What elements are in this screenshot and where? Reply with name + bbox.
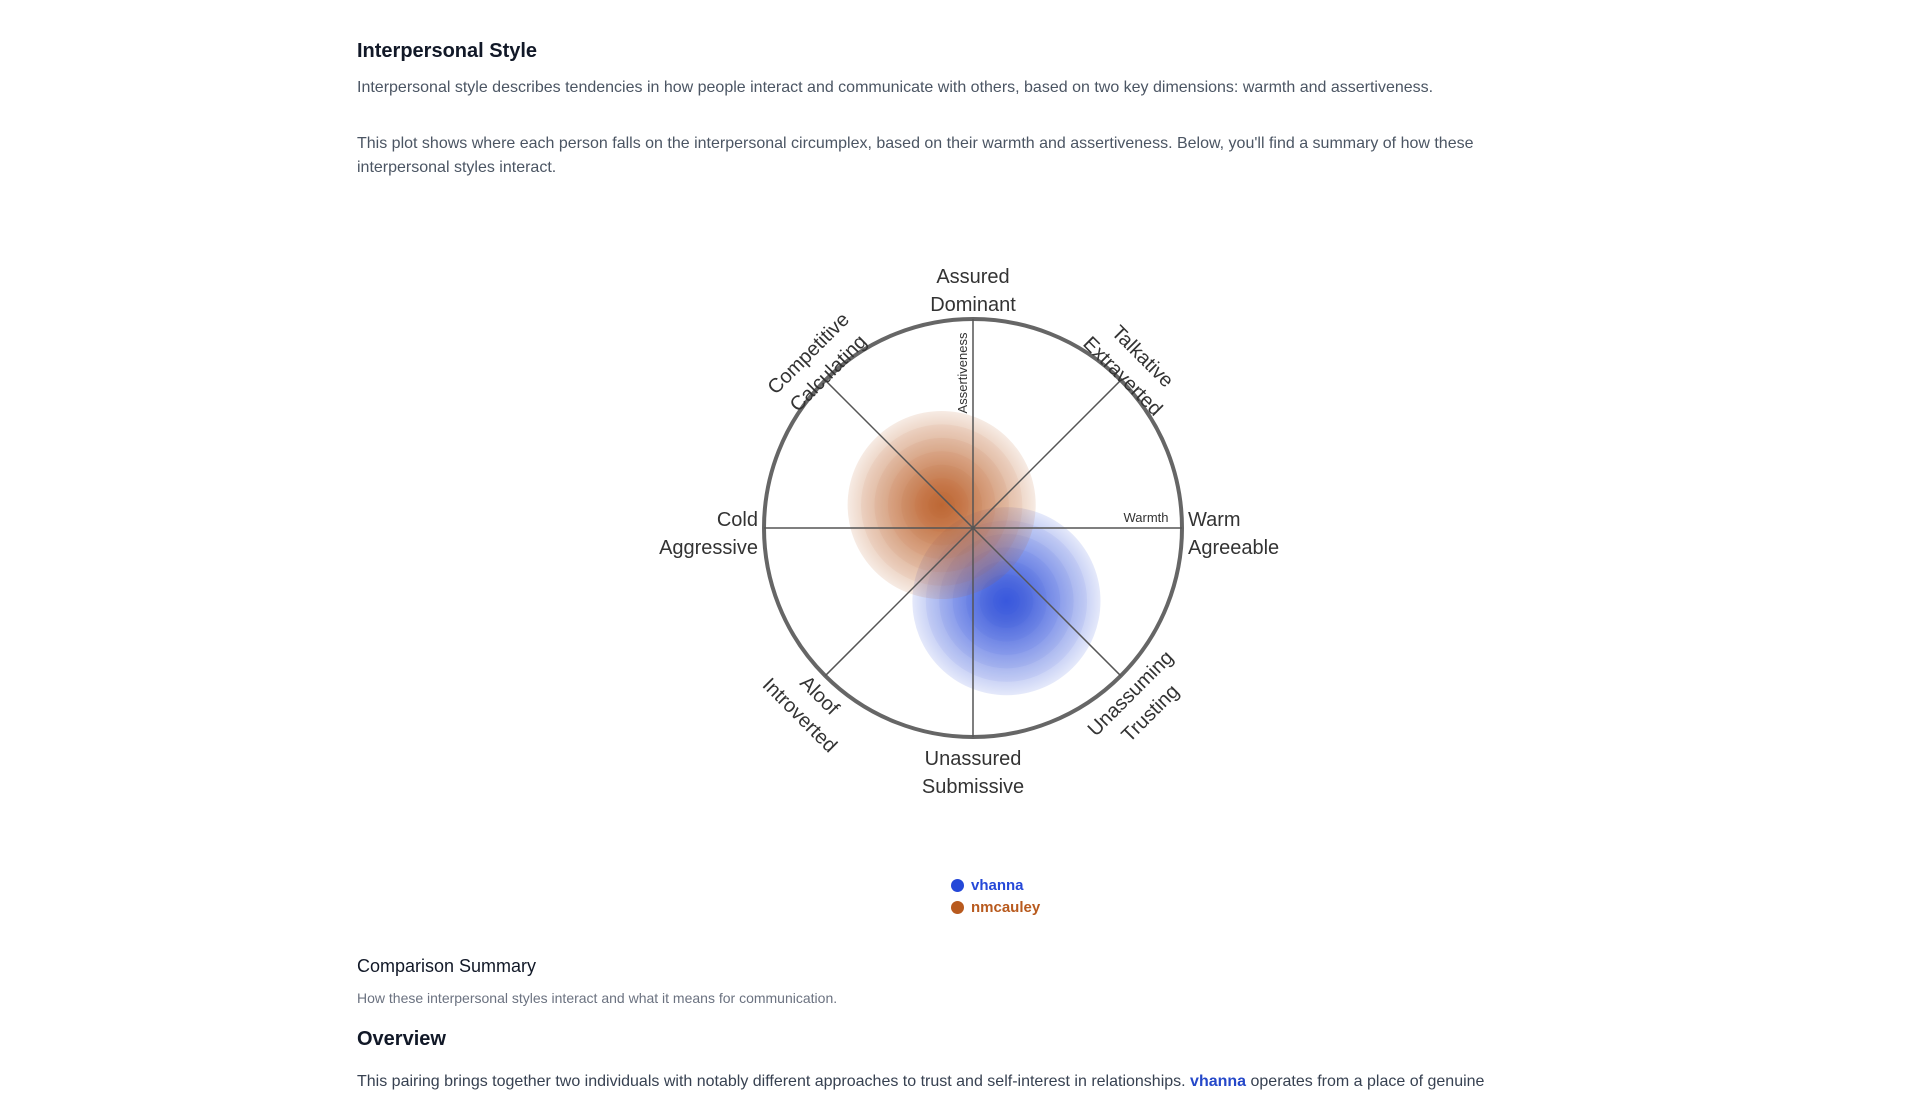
comparison-summary-subtitle: How these interpersonal styles interact … xyxy=(357,990,838,1006)
circumplex-chart: Warmth Assertiveness Assured Dominant Talkat… xyxy=(659,266,1279,798)
axis-line-diagonal-2 xyxy=(824,379,1122,677)
person-density-ring xyxy=(861,424,1023,586)
octant-label-extraverted: TalkativeExtraverted xyxy=(1079,313,1187,421)
person-marker-nmcauley xyxy=(847,410,1036,600)
legend-label: vhanna xyxy=(971,876,1024,894)
legend-item-vhanna: vhanna xyxy=(951,874,1040,896)
overview-text-start: This pairing brings together two individ… xyxy=(357,1073,1191,1090)
person-density-ring xyxy=(928,491,956,519)
plot-description: This plot shows where each person falls … xyxy=(357,135,1474,176)
assertiveness-axis-label: Assertiveness xyxy=(955,332,970,413)
overview-text: This pairing brings together two individ… xyxy=(357,1070,1547,1094)
warmth-axis-label: Warmth xyxy=(1123,510,1168,525)
comparison-summary-title: Comparison Summary xyxy=(357,956,537,976)
octant-label-submissive: Unassured Submissive xyxy=(922,748,1024,798)
section-description: Interpersonal style describes tendencies… xyxy=(357,79,1434,96)
octant-label-trusting: UnassumingTrusting xyxy=(1084,647,1198,761)
person-density-ring xyxy=(979,574,1034,629)
person-density-ring xyxy=(914,478,969,532)
octant-label-introverted: AloofIntroverted xyxy=(758,654,861,757)
overview-text-end: operates from a place of genuine xyxy=(1246,1073,1485,1090)
legend-item-nmcauley: nmcauley xyxy=(951,896,1040,918)
legend-dot-icon xyxy=(951,878,964,892)
overview-person-link[interactable]: vhanna xyxy=(1190,1073,1247,1090)
chart-legend: vhanna nmcauley xyxy=(951,874,1040,918)
section-title: Interpersonal Style xyxy=(357,40,538,62)
person-density-ring xyxy=(901,464,982,546)
person-density-ring xyxy=(874,437,1009,573)
overview-title: Overview xyxy=(357,1028,446,1050)
person-density-ring xyxy=(993,587,1020,615)
legend-dot-icon xyxy=(951,900,964,914)
octant-label-dominant: Assured Dominant xyxy=(930,266,1016,316)
octant-label-calculating: CompetitiveCalculating xyxy=(764,309,874,419)
octant-label-aggressive: Cold Aggressive xyxy=(659,509,758,559)
legend-label: nmcauley xyxy=(971,898,1041,916)
octant-label-agreeable: Warm Agreeable xyxy=(1188,509,1279,559)
